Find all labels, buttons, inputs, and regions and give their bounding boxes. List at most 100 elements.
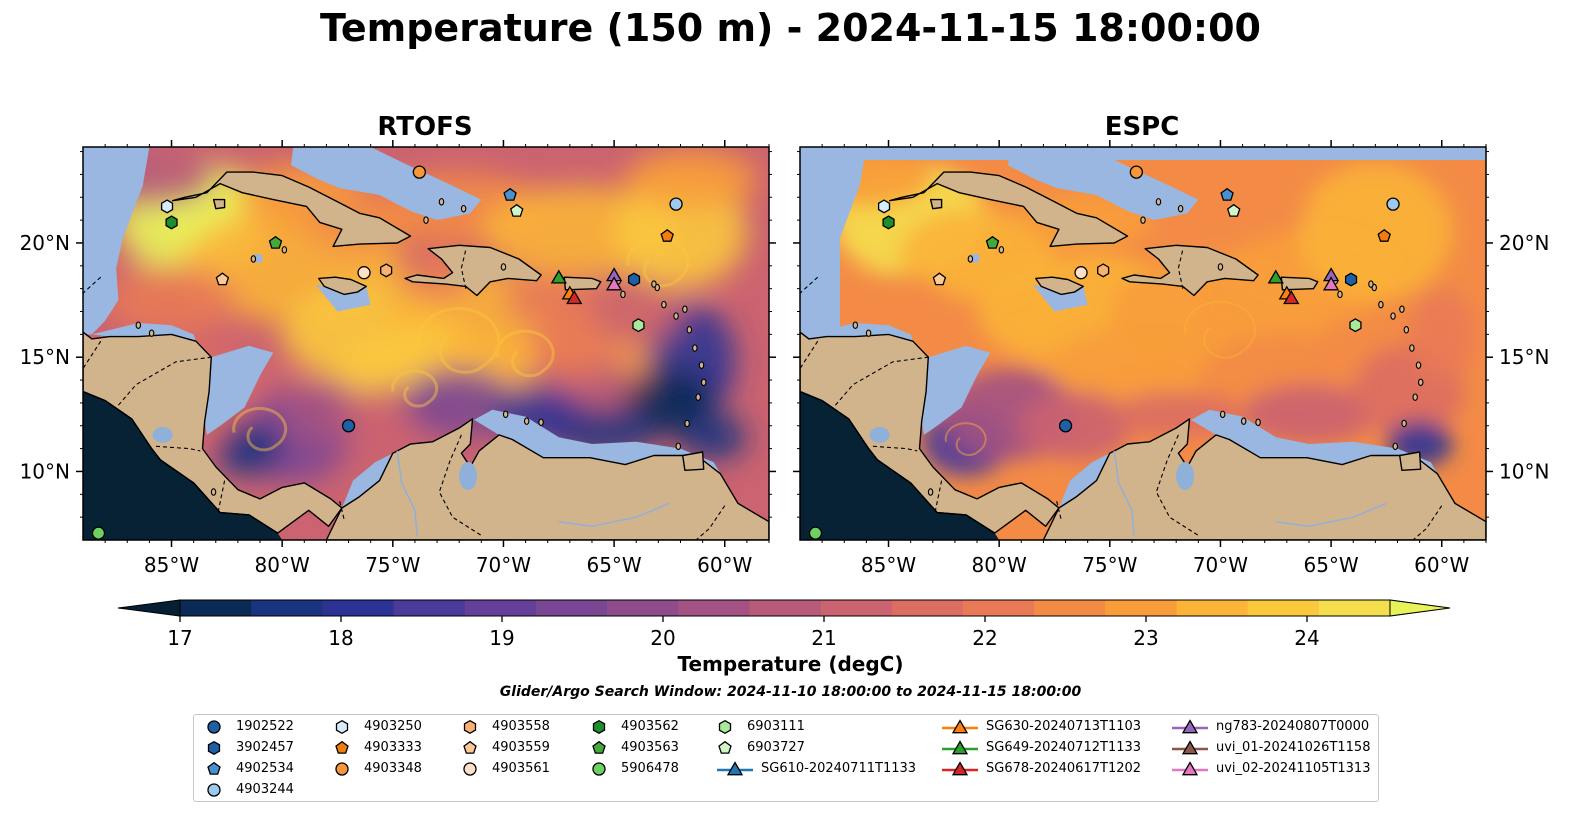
colorbar-bin (962, 600, 1035, 616)
marker-uvi_02-20241105T1313 (605, 276, 623, 291)
marker-SG678-20240617T1202 (1283, 290, 1300, 305)
marker-4903558 (1097, 263, 1110, 278)
colorbar-bin (322, 600, 395, 616)
lat-tick-label: 15°N (1499, 345, 1549, 369)
legend-label: 6903111 (747, 719, 805, 734)
legend-label: 4903244 (236, 782, 294, 797)
circle-marker-icon (592, 762, 606, 776)
legend-label: 4902534 (236, 761, 294, 776)
legend-label: 4903559 (492, 740, 550, 755)
lon-tick-label: 85°W (861, 553, 916, 577)
circle-marker-icon (463, 762, 477, 776)
circle-marker-icon (207, 720, 221, 734)
triangle-marker-icon (942, 761, 978, 776)
colorbar-bin (464, 600, 537, 616)
marker-4903559 (215, 272, 230, 286)
marker-3902457 (627, 272, 641, 287)
legend-marker (207, 720, 221, 734)
legend-label: SG678-20240617T1202 (986, 761, 1142, 776)
triangle-marker-icon (1172, 719, 1208, 734)
lat-tick-label: 15°N (20, 345, 70, 369)
legend-label: SG630-20240713T1103 (986, 719, 1142, 734)
figure-title: Temperature (150 m) - 2024-11-15 18:00:0… (319, 6, 1261, 50)
lat-tick-label: 20°N (1499, 231, 1549, 255)
triangle-marker-icon (1172, 740, 1208, 755)
marker-4902534 (1220, 187, 1234, 201)
marker-5906478 (808, 526, 823, 540)
rtofs-map (82, 146, 770, 541)
pentagon-marker-icon (592, 740, 606, 754)
hexagon-marker-icon (335, 719, 349, 735)
legend-marker (335, 740, 349, 754)
hexagon-marker-icon (207, 740, 221, 756)
legend-label: 4903333 (364, 740, 422, 755)
panel-title-espc: ESPC (1104, 112, 1180, 142)
marker-4902534 (503, 187, 517, 201)
legend-label: 4903348 (364, 761, 422, 776)
hexagon-marker-icon (718, 719, 732, 735)
legend-marker (592, 740, 606, 754)
marker-uvi_02-20241105T1313 (1322, 276, 1340, 291)
pentagon-marker-icon (718, 740, 732, 754)
colorbar-tick-label: 17 (167, 626, 192, 650)
panel-title-rtofs: RTOFS (377, 112, 473, 142)
legend-label: SG649-20240712T1133 (986, 740, 1142, 755)
colorbar-tick-label: 20 (650, 626, 675, 650)
lat-tick-label: 20°N (20, 231, 70, 255)
marker-6903111 (1349, 318, 1362, 333)
marker-4903244 (1386, 197, 1400, 211)
marker-4903250 (877, 199, 891, 214)
pentagon-marker-icon (463, 740, 477, 754)
legend-label: 4903558 (492, 719, 550, 734)
colorbar-bin (1034, 600, 1106, 616)
marker-4903562 (165, 215, 178, 230)
colorbar-tick-label: 18 (328, 626, 353, 650)
colorbar-bin (891, 600, 964, 616)
legend-marker (207, 761, 221, 775)
marker-3902457 (1344, 272, 1358, 287)
legend-marker (951, 761, 969, 776)
hexagon-marker-icon (592, 719, 606, 735)
marker-4903563 (985, 235, 1000, 249)
colorbar-tick-label: 22 (972, 626, 997, 650)
marker-1902522 (341, 419, 356, 433)
colorbar-bin (607, 600, 679, 616)
colorbar-tick-label: 19 (489, 626, 514, 650)
triangle-marker-icon (942, 719, 978, 734)
lat-tick-label: 10°N (1499, 459, 1549, 483)
lon-tick-label: 80°W (972, 553, 1027, 577)
triangle-marker-icon (942, 740, 978, 755)
search-window-text: Glider/Argo Search Window: 2024-11-10 18… (499, 684, 1082, 700)
marker-SG649-20240712T1133 (1267, 269, 1284, 284)
marker-SG649-20240712T1133 (550, 269, 567, 284)
marker-6903727 (1226, 203, 1241, 217)
espc-map (799, 146, 1487, 541)
colorbar-bin (1176, 600, 1249, 616)
legend-marker (463, 740, 477, 754)
legend-marker (592, 719, 606, 735)
legend-label: uvi_01-20241026T1158 (1216, 740, 1371, 755)
marker-4903561 (357, 266, 371, 280)
lon-tick-label: 80°W (255, 553, 310, 577)
colorbar-bin (820, 600, 893, 616)
legend-marker (726, 761, 744, 776)
marker-4903558 (380, 263, 393, 278)
marker-4903563 (268, 235, 283, 249)
marker-4903562 (882, 215, 895, 230)
lon-tick-label: 75°W (1082, 553, 1137, 577)
legend-marker (951, 719, 969, 734)
colorbar-bin (1105, 600, 1177, 616)
lon-tick-label: 70°W (1193, 553, 1248, 577)
legend-marker (463, 719, 477, 735)
circle-marker-icon (335, 762, 349, 776)
legend-marker (1181, 719, 1199, 734)
legend-label: uvi_02-20241105T1313 (1216, 761, 1371, 776)
marker-4903561 (1074, 266, 1088, 280)
marker-4903333 (1377, 228, 1391, 242)
legend-marker (463, 762, 477, 776)
hexagon-marker-icon (463, 719, 477, 735)
circle-marker-icon (207, 783, 221, 797)
legend-label: 4903561 (492, 761, 550, 776)
lon-tick-label: 75°W (365, 553, 420, 577)
